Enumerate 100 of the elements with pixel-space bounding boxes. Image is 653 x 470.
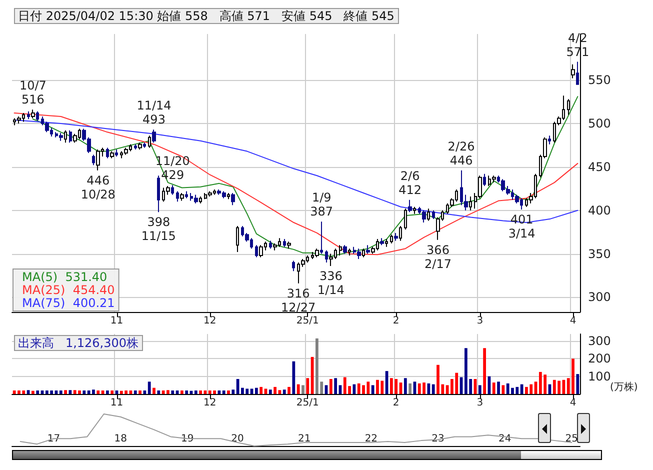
candlestick [110,150,114,159]
bar [185,390,188,394]
bar [404,378,407,394]
annotation: 366 2/17 [424,242,452,271]
bar [254,388,258,394]
bar [302,385,304,394]
bar [106,390,109,394]
candlestick [148,135,151,148]
y-tick-label: 100 [588,369,611,384]
candlestick [199,196,202,204]
annotation: 2/26 446 [448,139,475,168]
bar [134,390,137,394]
candlestick [469,196,472,211]
bar [180,390,184,394]
bar [306,378,310,394]
bar [222,390,226,394]
candlestick [492,175,496,184]
annotation: 1/9 387 [310,190,334,219]
candlestick [432,210,435,220]
bar [334,378,338,394]
candlestick [96,149,100,171]
bar [36,390,40,394]
x-tick-label: 12 [204,316,216,326]
candlestick [194,194,198,204]
bar [408,383,412,394]
bar [264,388,268,394]
bar [288,386,290,394]
candlestick [64,130,67,144]
bar [143,390,146,394]
bar [82,390,86,394]
bar [96,390,100,394]
candlestick [176,190,179,202]
bar [576,374,580,394]
candlestick [292,260,295,272]
bar [260,386,263,394]
candlestick [269,240,272,250]
candlestick [567,98,570,116]
candlestick [227,192,230,200]
x-tick-label: 20 [231,434,244,444]
candlestick [115,149,118,157]
chart-title: 日付 2025/04/02 15:30 始値 558 高値 571 安値 545 終値 545 [18,9,394,23]
candlestick [134,144,137,150]
text: MA(5) 531.40 [22,270,108,284]
candlestick [59,132,63,142]
candlestick [92,154,95,166]
candlestick [325,250,328,263]
candlestick [413,206,416,214]
candlestick [124,147,128,156]
candlestick [404,208,407,230]
candlestick [143,142,146,148]
bar [492,382,496,394]
candlestick [152,129,156,144]
x-tick-label: 3 [476,398,484,408]
y-tick-label: 550 [588,73,611,88]
candlestick [548,135,551,145]
x-tick-label: 17 [47,434,60,444]
annotation: 336 1/14 [317,268,344,297]
candlestick [422,210,426,224]
x-tick-label: 11 [110,316,124,326]
candlestick [315,248,319,258]
candlestick [571,64,575,79]
bar [194,390,198,394]
bar [483,348,486,394]
candlestick [339,244,342,256]
candlestick [106,147,109,159]
candlestick [399,225,402,242]
annotation: 11/14 493 [136,98,172,127]
chart-title: 出来高 1,126,300株 [18,336,139,350]
x-tick-label: 22 [364,434,378,444]
candlestick [157,175,160,213]
x-tick-label: 4 [570,316,576,326]
bar [497,382,500,394]
y-tick-label: 300 [588,290,611,304]
bar [502,385,505,394]
bar [292,361,296,394]
bar [138,390,142,394]
x-tick-label: 23 [432,434,444,444]
candlestick [427,208,430,222]
annotation: 316 12/27 [281,286,316,314]
annotation: 2/6 412 [398,168,422,197]
candlestick [283,238,286,248]
candlestick [357,248,361,260]
bar [282,390,286,394]
x-tick-label: 4 [570,398,576,408]
candlestick [408,199,412,213]
x-tick-label: 21 [298,434,311,444]
y-tick-label: 350 [588,246,611,261]
candlestick [362,248,365,258]
y-tick-label: 200 [588,352,611,366]
candlestick [483,173,486,187]
x-tick-label: 25 [565,434,578,444]
bar [148,382,151,394]
candlestick [27,110,30,120]
x-tick-label: 2 [392,316,400,326]
bar [171,390,174,394]
x-tick-label: 2 [392,398,400,408]
candlestick [343,244,347,254]
candlestick [320,221,323,254]
bar [427,383,430,394]
bar [432,384,435,394]
